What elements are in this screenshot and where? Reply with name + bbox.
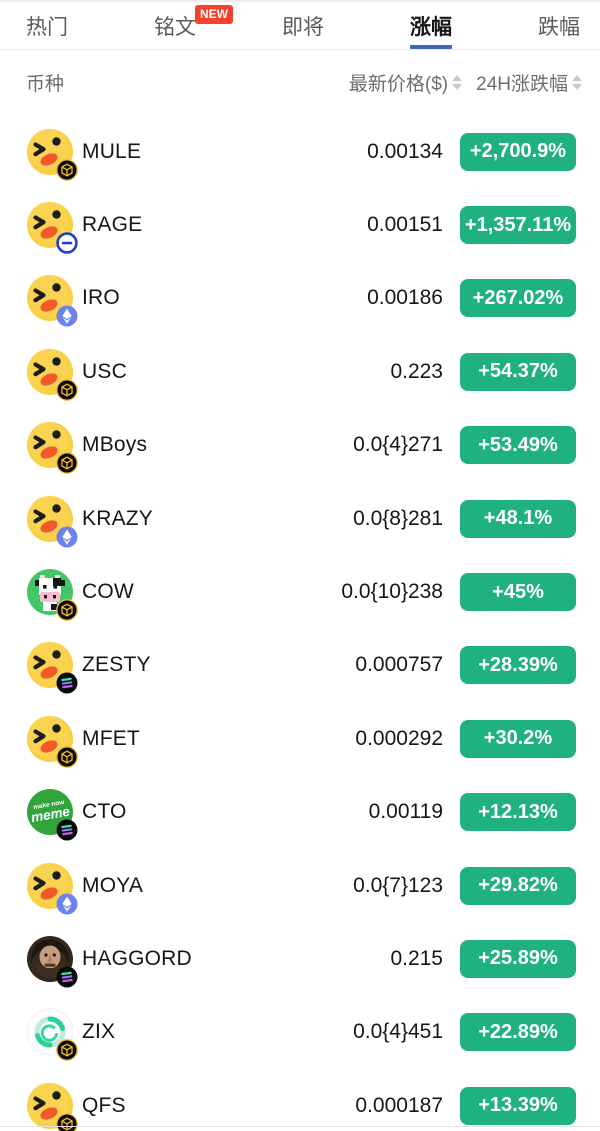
eth-chain-badge-icon — [56, 305, 78, 327]
sol-chain-badge-icon — [56, 966, 78, 988]
coin-price: 0.0{7}123 — [353, 873, 443, 897]
coin-symbol: COW — [82, 580, 134, 604]
list-column-header: 币种 最新价格($) 24H涨跌幅 — [0, 50, 600, 115]
coin-row[interactable]: USC 0.223 +54.37% — [0, 335, 600, 409]
teal-rings-icon — [26, 1008, 74, 1056]
new-badge: NEW — [195, 5, 233, 24]
eth-chain-badge-icon — [56, 526, 78, 548]
coin-row[interactable]: ZESTY 0.000757 +28.39% — [0, 628, 600, 703]
coin-row[interactable]: MULE 0.00134 +2,700.9% — [0, 115, 600, 189]
change-percent-badge[interactable]: +22.89% — [460, 1013, 576, 1052]
wink-emoji-icon — [26, 348, 74, 396]
change-percent-badge[interactable]: +13.39% — [460, 1086, 576, 1125]
coin-price: 0.0{4}271 — [353, 433, 443, 457]
tab-upcoming[interactable]: 即将 — [282, 2, 324, 49]
coin-price: 0.000757 — [355, 653, 443, 677]
coin-row[interactable]: RAGE 0.00151 +1,357.11% — [0, 188, 600, 262]
coin-symbol: MFET — [82, 726, 140, 750]
tab-label: 即将 — [282, 15, 324, 39]
token-rows: MULE 0.00134 +2,700.9% RAGE 0.00151 +1,3… — [0, 115, 600, 1131]
coin-price: 0.000187 — [355, 1093, 443, 1117]
bnb-chain-badge-icon — [56, 1039, 78, 1062]
coin-symbol: HAGGORD — [82, 946, 192, 970]
bnb-chain-badge-icon — [56, 745, 78, 768]
coin-symbol: ZIX — [82, 1020, 116, 1044]
coin-price: 0.0{4}451 — [353, 1020, 443, 1044]
coin-symbol: MBoys — [82, 433, 148, 457]
bottom-divider — [0, 1126, 600, 1127]
coin-row[interactable]: make now meme CTO 0.00119 +12.13% — [0, 775, 600, 849]
coin-price: 0.0{10}238 — [341, 580, 443, 604]
bnb-chain-badge-icon — [56, 452, 78, 475]
category-tab-bar: 热门 铭文 NEW 即将 涨幅 跌幅 — [0, 2, 600, 50]
coin-price: 0.00134 — [367, 139, 443, 163]
coin-row[interactable]: ZIX 0.0{4}451 +22.89% — [0, 995, 600, 1070]
tab-label: 热门 — [26, 15, 68, 39]
coin-symbol: RAGE — [82, 213, 143, 237]
coin-price: 0.215 — [390, 946, 443, 970]
coin-symbol: ZESTY — [82, 653, 151, 677]
wink-emoji-icon — [26, 128, 74, 176]
bnb-chain-badge-icon — [56, 158, 78, 181]
active-tab-underline — [410, 45, 452, 49]
coin-price: 0.223 — [390, 359, 443, 383]
wink-emoji-icon — [26, 862, 74, 910]
change-percent-badge[interactable]: +2,700.9% — [460, 132, 576, 171]
change-percent-badge[interactable]: +28.39% — [460, 646, 576, 685]
coin-price: 0.00186 — [367, 286, 443, 310]
sol-chain-badge-icon — [56, 819, 78, 841]
change-percent-badge[interactable]: +53.49% — [460, 426, 576, 465]
tab-label: 涨幅 — [410, 15, 452, 39]
column-change-label: 24H涨跌幅 — [476, 74, 568, 95]
column-change-sort[interactable]: 24H涨跌幅 — [476, 69, 582, 96]
column-price-sort[interactable]: 最新价格($) — [348, 69, 463, 96]
bnb-chain-badge-icon — [56, 599, 78, 621]
coin-row[interactable]: KRAZY 0.0{8}281 +48.1% — [0, 481, 600, 556]
change-percent-badge[interactable]: +12.13% — [460, 793, 576, 832]
coin-symbol: CTO — [82, 800, 127, 824]
coin-symbol: MULE — [82, 139, 142, 163]
eth-chain-badge-icon — [56, 893, 78, 915]
coin-price: 0.00119 — [368, 800, 443, 824]
sol-chain-badge-icon — [56, 672, 78, 694]
tab-label: 铭文 — [154, 15, 196, 39]
tab-losers[interactable]: 跌幅 — [538, 2, 580, 49]
bnb-chain-badge-icon — [56, 1112, 78, 1131]
coin-row[interactable]: COW 0.0{10}238 +45% — [0, 555, 600, 629]
coin-row[interactable]: MBoys 0.0{4}271 +53.49% — [0, 408, 600, 482]
column-coin-label: 币种 — [26, 74, 65, 95]
bnb-chain-badge-icon — [56, 379, 78, 401]
tab-inscriptions[interactable]: 铭文 NEW — [154, 2, 233, 49]
coin-price: 0.0{8}281 — [353, 506, 443, 530]
change-percent-badge[interactable]: +30.2% — [460, 719, 576, 758]
sort-arrows-icon — [452, 75, 463, 90]
column-price-label: 最新价格($) — [348, 74, 449, 95]
coin-row[interactable]: MOYA 0.0{7}123 +29.82% — [0, 848, 600, 923]
svg-text:meme: meme — [30, 804, 72, 826]
change-percent-badge[interactable]: +54.37% — [460, 352, 576, 391]
change-percent-badge[interactable]: +267.02% — [460, 279, 576, 318]
change-percent-badge[interactable]: +29.82% — [460, 866, 576, 905]
coin-symbol: QFS — [82, 1093, 126, 1117]
coin-row[interactable]: IRO 0.00186 +267.02% — [0, 261, 600, 336]
coin-symbol: USC — [82, 359, 127, 383]
change-percent-badge[interactable]: +45% — [460, 573, 576, 612]
coin-price: 0.00151 — [367, 213, 443, 237]
tab-hot[interactable]: 热门 — [26, 2, 68, 49]
tab-label: 跌幅 — [538, 15, 580, 39]
coin-row[interactable]: QFS 0.000187 +13.39% — [0, 1069, 600, 1131]
coin-symbol: MOYA — [82, 873, 144, 897]
coin-row[interactable]: MFET 0.000292 +30.2% — [0, 702, 600, 776]
sort-arrows-icon — [572, 75, 582, 90]
coin-symbol: KRAZY — [82, 506, 154, 530]
change-percent-badge[interactable]: +25.89% — [460, 939, 576, 978]
minus-circle-badge-icon — [56, 232, 78, 254]
change-percent-badge[interactable]: +1,357.11% — [460, 206, 576, 245]
coin-price: 0.000292 — [355, 726, 443, 750]
coin-row[interactable]: HAGGORD 0.215 +25.89% — [0, 922, 600, 996]
coin-symbol: IRO — [82, 286, 120, 310]
change-percent-badge[interactable]: +48.1% — [460, 499, 576, 538]
tab-gainers[interactable]: 涨幅 — [410, 2, 452, 49]
